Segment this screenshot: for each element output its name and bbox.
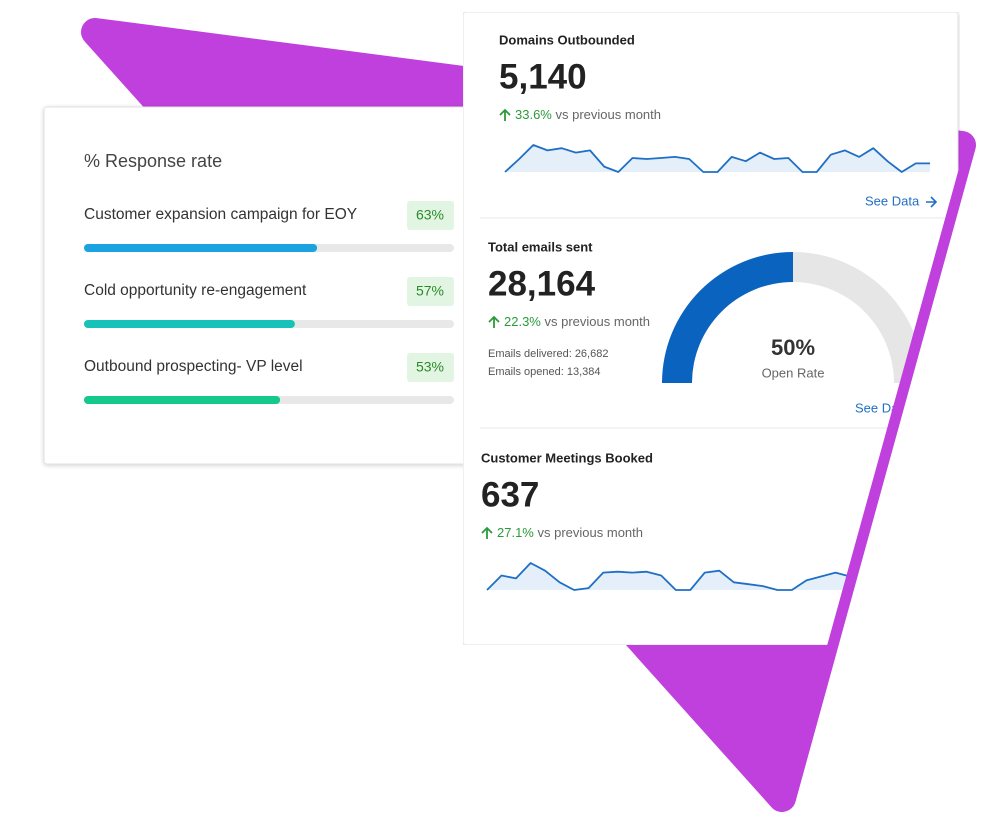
gauge-label: 50% bbox=[771, 335, 815, 360]
rate-badge bbox=[407, 201, 454, 230]
up-arrow bbox=[499, 108, 511, 121]
rate-label: 53% bbox=[416, 359, 444, 375]
gauge-track bbox=[793, 252, 924, 383]
progress-bar bbox=[84, 244, 318, 252]
metric-value: 637 bbox=[481, 475, 539, 514]
metric-title: Customer Meetings Booked bbox=[481, 450, 653, 465]
change-value: 33.6% bbox=[515, 107, 552, 122]
metric-change: 22.3% vs previous month bbox=[504, 314, 650, 329]
gauge-fill bbox=[662, 252, 793, 383]
metric-value: 5,140 bbox=[499, 57, 587, 96]
metric-value: 28,164 bbox=[488, 264, 596, 303]
detail: Emails opened: 13,384 bbox=[488, 366, 601, 378]
up-arrow bbox=[481, 526, 493, 539]
campaign-name: Cold opportunity re-engagement bbox=[84, 282, 307, 299]
change-text: vs previous month bbox=[538, 525, 644, 540]
triangle-edge bbox=[784, 142, 971, 803]
link-arrow bbox=[926, 196, 938, 208]
campaign-name: Outbound prospecting- VP level bbox=[84, 358, 303, 375]
change-text: vs previous month bbox=[556, 107, 662, 122]
metric-title: Domains Outbounded bbox=[499, 32, 635, 47]
change-text: vs previous month bbox=[545, 314, 651, 329]
change-value: 27.1% bbox=[497, 525, 534, 540]
change-value: 22.3% bbox=[504, 314, 541, 329]
detail: Emails delivered: 26,682 bbox=[488, 348, 608, 360]
rate-label: 57% bbox=[416, 283, 444, 299]
rate-label: 63% bbox=[416, 207, 444, 223]
metric-change: 33.6% vs previous month bbox=[515, 107, 661, 122]
card-title: % Response rate bbox=[84, 151, 222, 171]
progress-bar bbox=[84, 396, 281, 404]
metric-title: Total emails sent bbox=[488, 239, 593, 254]
response-card: % Response rate Customer expansion campa… bbox=[43, 106, 476, 465]
gauge-caption: Open Rate bbox=[762, 365, 825, 380]
trend-area bbox=[487, 563, 850, 590]
trend-line bbox=[504, 144, 930, 173]
rate-badge bbox=[407, 353, 454, 382]
trend-area bbox=[505, 145, 930, 172]
progress-bar bbox=[84, 320, 295, 328]
see-data-link[interactable]: See Data bbox=[865, 193, 920, 208]
trend-line bbox=[486, 562, 851, 591]
metric-change: 27.1% vs previous month bbox=[497, 525, 643, 540]
rate-badge bbox=[407, 277, 454, 306]
up-arrow bbox=[488, 315, 500, 328]
campaign-name: Customer expansion campaign for EOY bbox=[84, 206, 357, 223]
metrics-card: Domains Outbounded 5,140 33.6% vs previo… bbox=[463, 12, 959, 645]
